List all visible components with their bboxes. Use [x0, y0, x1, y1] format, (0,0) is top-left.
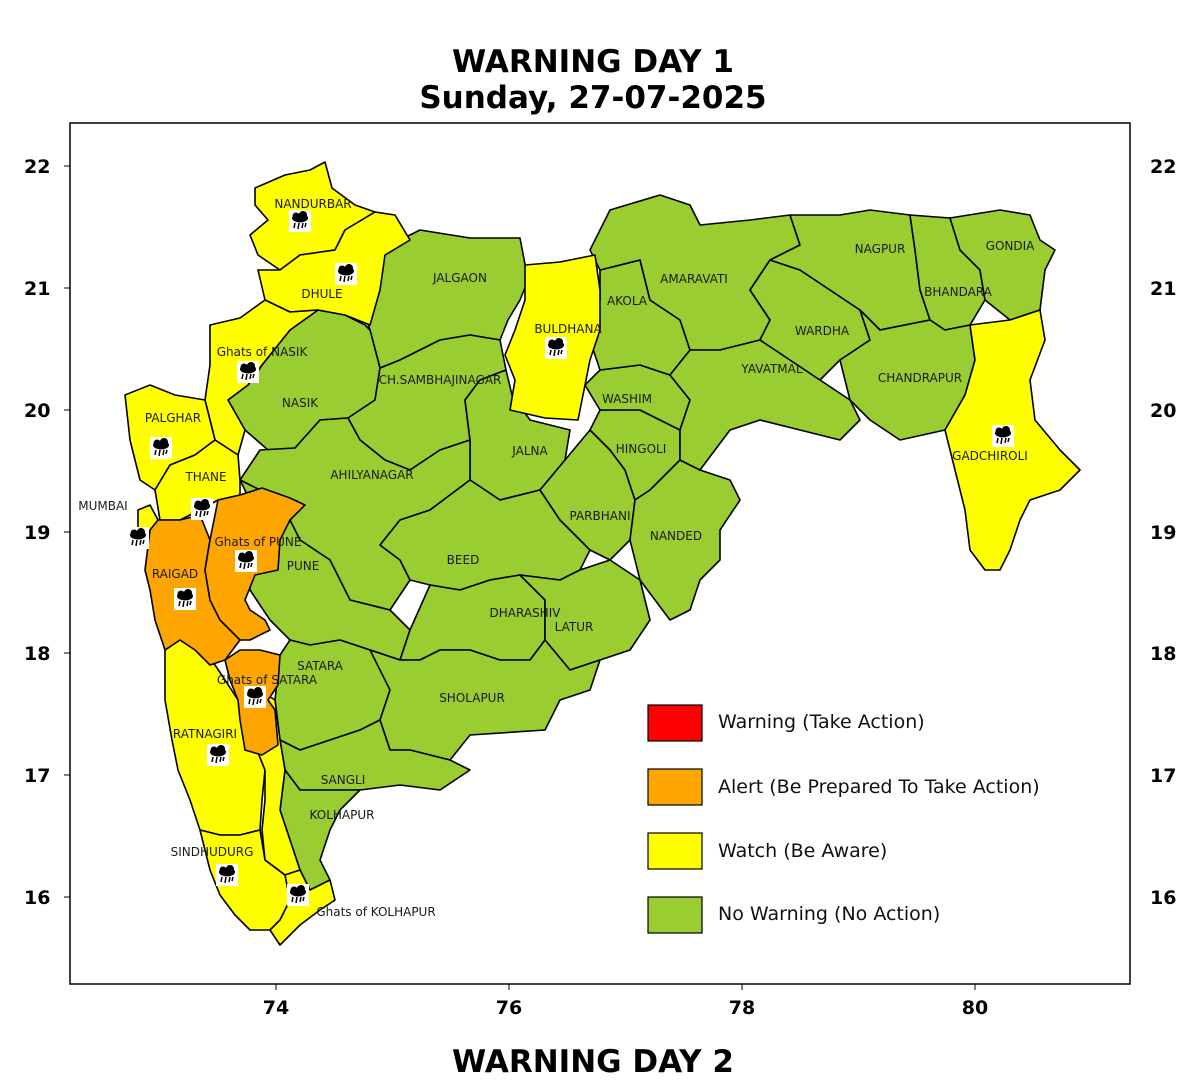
district-label: SATARA [297, 659, 344, 673]
district-label: RAIGAD [152, 567, 198, 581]
map-title: WARNING DAY 1 [452, 44, 734, 80]
y-tick-label-right: 20 [1150, 400, 1176, 422]
y-tick-label-right: 18 [1150, 643, 1176, 665]
rain-icon [173, 587, 197, 611]
district-label: LATUR [555, 620, 594, 634]
district-label: NANDURBAR [274, 197, 351, 211]
legend-swatch-alert [647, 768, 703, 806]
rain-icon [544, 336, 568, 360]
district-label: GONDIA [986, 239, 1036, 253]
rain-icon [286, 883, 310, 907]
y-tick-label: 22 [24, 156, 50, 178]
district-label: NASIK [282, 396, 319, 410]
legend-swatch-no-warning [647, 896, 703, 934]
district-label: PALGHAR [145, 411, 201, 425]
district-gondia [949, 209, 1056, 321]
district-label: HINGOLI [616, 442, 667, 456]
x-tick-label: 74 [263, 997, 289, 1019]
district-label: YAVATMAL [740, 362, 802, 376]
district-label: BULDHANA [534, 322, 602, 336]
district-label: JALNA [511, 444, 548, 458]
y-tick-label-right: 17 [1150, 765, 1176, 787]
y-tick-label-right: 16 [1150, 887, 1176, 909]
rain-icon [215, 863, 239, 887]
rain-icon [243, 685, 267, 709]
x-tick-label: 78 [729, 997, 755, 1019]
x-tick-label: 80 [962, 997, 988, 1019]
district-labels: NANDURBAR DHULE Ghats of NASIK PALGHAR T… [78, 197, 1035, 919]
y-tick-label: 19 [24, 522, 50, 544]
district-latur [519, 559, 651, 671]
district-label: WASHIM [602, 392, 652, 406]
district-label: BHANDARA [924, 285, 993, 299]
district-ratnagiri [164, 639, 266, 836]
district-label: SINDHUDURG [171, 845, 254, 859]
district-label: RATNAGIRI [173, 727, 237, 741]
y-tick-label-right: 21 [1150, 278, 1176, 300]
district-label: CHANDRAPUR [878, 371, 962, 385]
legend-label: Warning (Take Action) [718, 711, 925, 733]
district-label: KOLHAPUR [310, 808, 375, 822]
district-label: DHARASHIV [490, 606, 562, 620]
district-label: BEED [447, 553, 480, 567]
rain-icon [149, 436, 173, 460]
district-label: THANE [184, 470, 226, 484]
rain-icon [126, 526, 150, 550]
rain-icon [288, 209, 312, 233]
rain-icon [190, 497, 214, 521]
district-label: PARBHANI [570, 509, 631, 523]
legend-label: Watch (Be Aware) [718, 840, 887, 862]
district-label: AKOLA [607, 294, 648, 308]
legend-swatch-warning [647, 704, 703, 742]
district-label: CH.SAMBHAJINAGAR [379, 373, 502, 387]
rain-icon [234, 549, 258, 573]
district-label: Ghats of NASIK [217, 345, 309, 359]
district-label: SANGLI [321, 773, 366, 787]
district-label: DHULE [301, 287, 342, 301]
y-tick-label: 16 [24, 887, 50, 909]
district-label: AMARAVATI [660, 272, 728, 286]
district-label: AHILYANAGAR [330, 468, 413, 482]
rain-icon [991, 424, 1015, 448]
district-label: SHOLAPUR [439, 691, 505, 705]
district-label: WARDHA [795, 324, 850, 338]
district-label: Ghats of SATARA [217, 673, 318, 687]
district-label: NANDED [650, 529, 702, 543]
rain-icon [334, 262, 358, 286]
district-label: MUMBAI [78, 499, 127, 513]
legend-label: No Warning (No Action) [718, 903, 940, 925]
y-tick-label: 18 [24, 643, 50, 665]
legend: Warning (Take Action) Alert (Be Prepared… [647, 704, 1040, 934]
district-label: NAGPUR [855, 242, 906, 256]
axis-ticks: 22 21 20 19 18 17 16 22 21 20 19 18 17 1… [24, 156, 1176, 1019]
district-label: GADCHIROLI [952, 449, 1028, 463]
x-tick-label: 76 [496, 997, 522, 1019]
legend-label: Alert (Be Prepared To Take Action) [718, 776, 1040, 798]
legend-swatch-watch [647, 832, 703, 870]
rain-icon [206, 743, 230, 767]
y-tick-label-right: 22 [1150, 156, 1176, 178]
y-tick-label-right: 19 [1150, 522, 1176, 544]
district-label: JALGAON [432, 271, 487, 285]
rain-icon [236, 360, 260, 384]
y-tick-label: 20 [24, 400, 50, 422]
district-label: Ghats of KOLHAPUR [316, 905, 435, 919]
district-label: Ghats of PUNE [215, 535, 302, 549]
next-map-title: WARNING DAY 2 [452, 1044, 734, 1080]
y-tick-label: 17 [24, 765, 50, 787]
district-label: PUNE [287, 559, 320, 573]
map-subtitle: Sunday, 27-07-2025 [419, 80, 767, 116]
y-tick-label: 21 [24, 278, 50, 300]
